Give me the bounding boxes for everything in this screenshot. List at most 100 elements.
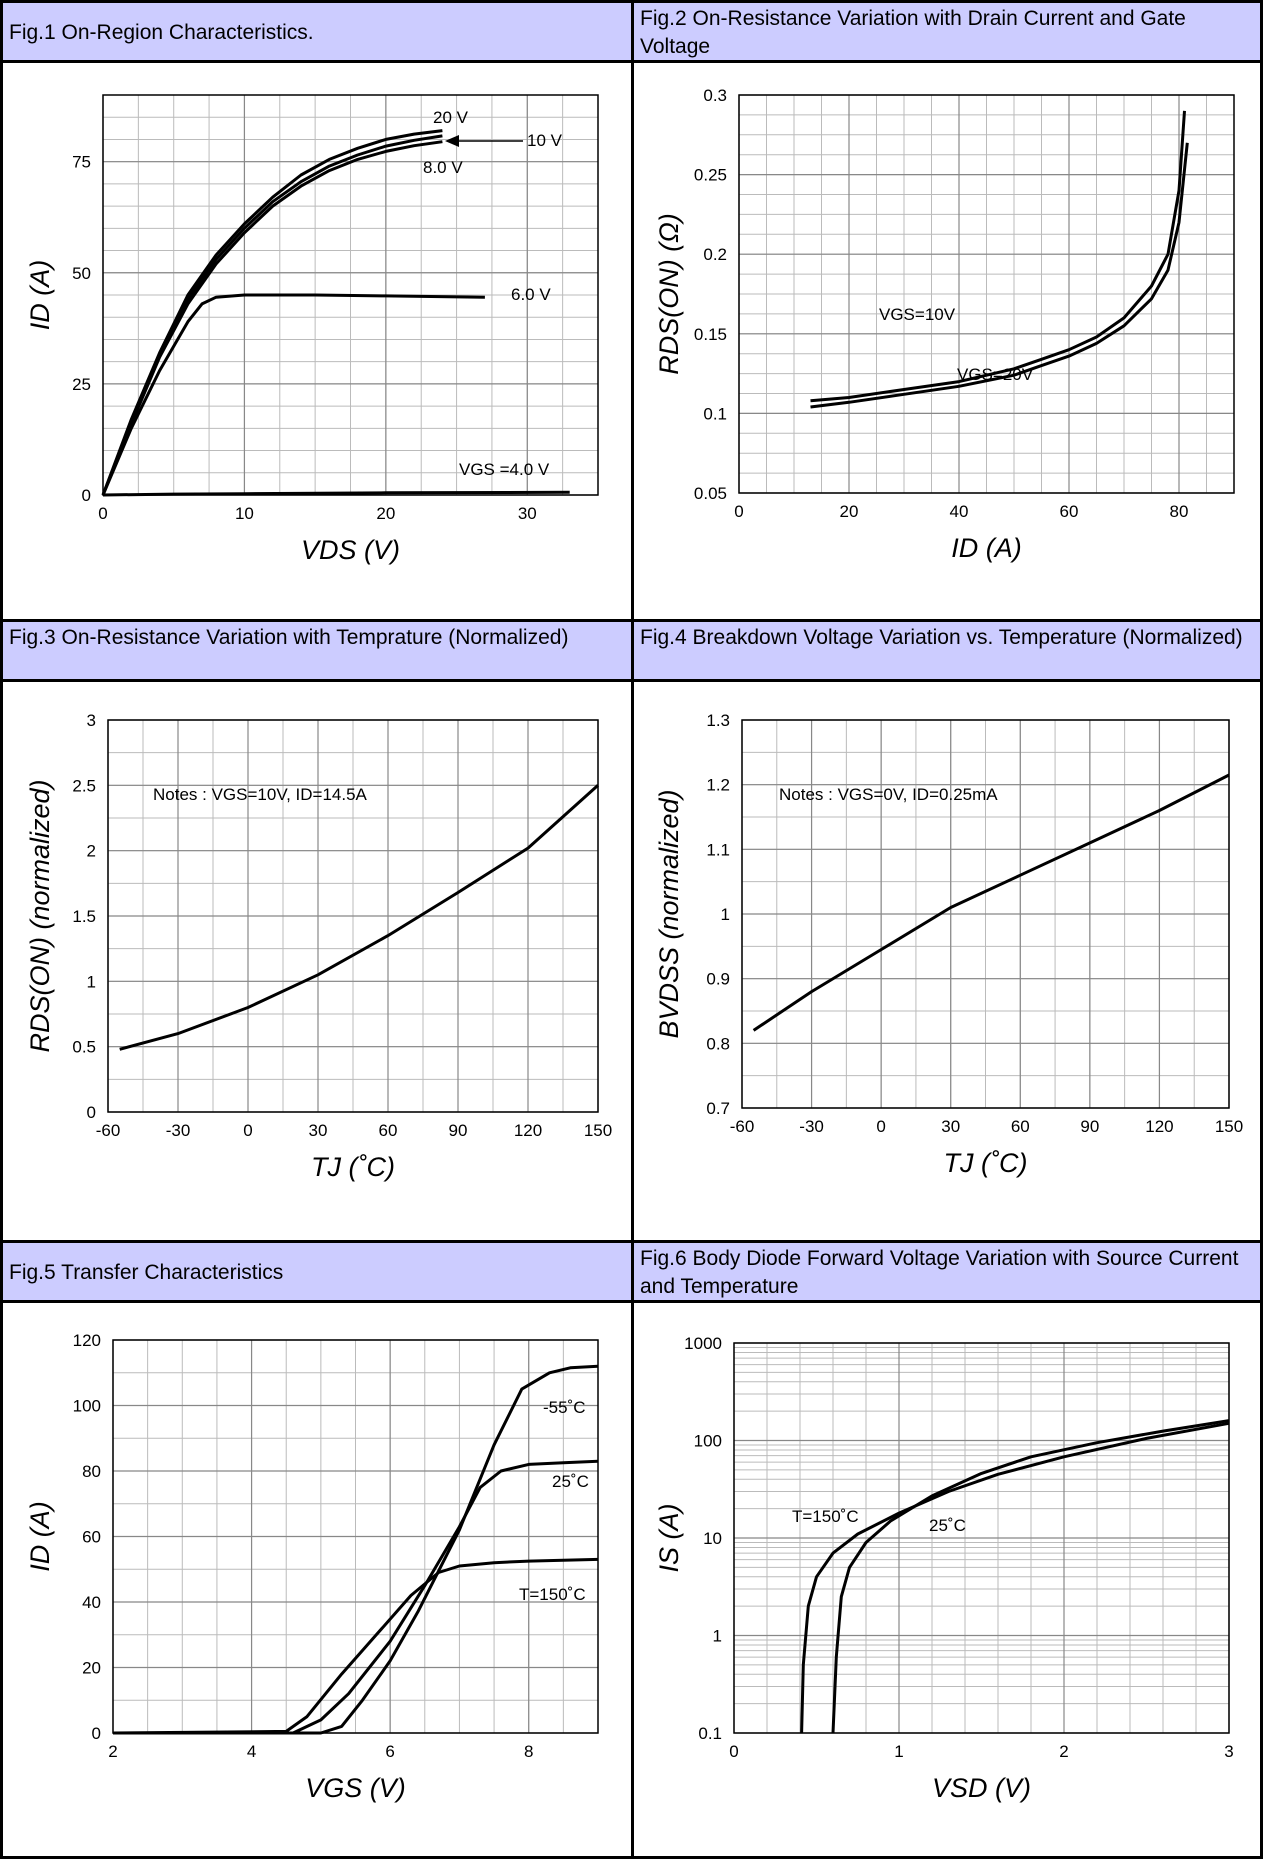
- x-axis-label: TJ (˚C): [944, 1148, 1028, 1178]
- x-tick-label: 60: [379, 1121, 398, 1140]
- annotation-label: Notes : VGS=0V, ID=0.25mA: [779, 785, 998, 804]
- plot-frame: [738, 94, 1235, 494]
- y-tick-label: 80: [82, 1462, 101, 1481]
- plot-frame: [107, 719, 599, 1113]
- x-tick-label: 60: [1060, 502, 1079, 521]
- x-axis-label: TJ (˚C): [311, 1152, 395, 1182]
- y-tick-label: 50: [72, 264, 91, 283]
- y-tick-label: 10: [703, 1529, 722, 1548]
- y-axis-label: ID (A): [25, 260, 55, 331]
- x-tick-label: 0: [876, 1117, 885, 1136]
- x-axis-label: VGS (V): [305, 1773, 406, 1803]
- series-line-0: [113, 1364, 599, 1735]
- annotation-label: 20 V: [433, 108, 469, 127]
- y-tick-label: 0.8: [706, 1034, 730, 1053]
- x-tick-label: 0: [98, 504, 107, 523]
- y-tick-label: 0: [82, 486, 91, 505]
- y-tick-label: 0.25: [694, 166, 727, 185]
- x-tick-label: 8: [524, 1742, 533, 1761]
- fig1-chart: 0 10 20 30 0 25 50 75 VDS (V) ID (A) 20 V 10 V 8.0 V…: [25, 94, 599, 565]
- y-tick-label: 1.2: [706, 776, 730, 795]
- y-tick-label: 3: [87, 711, 96, 730]
- y-tick-label: 0.1: [698, 1724, 722, 1743]
- y-tick-label: 0.5: [72, 1038, 96, 1057]
- y-tick-label: 1.5: [72, 907, 96, 926]
- plot-frame: [102, 94, 599, 496]
- y-tick-label: 1.3: [706, 711, 730, 730]
- fig4-title: Fig.4 Breakdown Voltage Variation vs. Te…: [634, 622, 1260, 682]
- annotation-label: Notes : VGS=10V, ID=14.5A: [153, 785, 368, 804]
- y-tick-label: 1.1: [706, 840, 730, 859]
- series-line-1: [101, 134, 443, 496]
- x-tick-label: -60: [730, 1117, 755, 1136]
- x-tick-label: 120: [514, 1121, 542, 1140]
- x-tick-label: 0: [729, 1742, 738, 1761]
- y-tick-label: 60: [82, 1528, 101, 1547]
- y-tick-label: 2.5: [72, 776, 96, 795]
- y-tick-label: 1: [721, 905, 730, 924]
- fig1-panel: Fig.1 On-Region Characteristics. 0 10 20 30…: [0, 0, 634, 622]
- x-axis-label: VSD (V): [932, 1773, 1031, 1803]
- x-tick-label: 80: [1170, 502, 1189, 521]
- y-tick-label: 1000: [684, 1334, 722, 1353]
- x-tick-label: 20: [376, 504, 395, 523]
- annotation-label: 10 V: [527, 131, 563, 150]
- y-axis-label: RDS(ON) (Ω): [654, 213, 684, 375]
- y-tick-label: 0.9: [706, 970, 730, 989]
- fig2-panel: Fig.2 On-Resistance Variation with Drain…: [631, 0, 1263, 622]
- x-tick-label: 0: [243, 1121, 252, 1140]
- x-tick-label: 40: [950, 502, 969, 521]
- fig4-panel: Fig.4 Breakdown Voltage Variation vs. Te…: [631, 619, 1263, 1243]
- x-tick-label: 150: [584, 1121, 612, 1140]
- annotation-label: 25˚C: [552, 1472, 589, 1491]
- x-tick-label: 60: [1011, 1117, 1030, 1136]
- y-tick-label: 75: [72, 153, 91, 172]
- series-line-1: [113, 1459, 599, 1735]
- fig4-chart: -60 -30 0 30 60 90 120 150 0.7 0.8 0.9 1 1.1 1.2 1.3 TJ…: [654, 711, 1243, 1178]
- x-tick-label: 30: [941, 1117, 960, 1136]
- x-tick-label: 0: [734, 502, 743, 521]
- x-tick-label: 3: [1224, 1742, 1233, 1761]
- y-tick-label: 0.05: [694, 484, 727, 503]
- series-line-0: [752, 773, 1230, 1032]
- annotation-label: T=150˚C: [792, 1507, 859, 1526]
- annotation-label: T=150˚C: [519, 1585, 586, 1604]
- x-tick-label: 1: [894, 1742, 903, 1761]
- annotation-label: 6.0 V: [511, 285, 551, 304]
- fig6-title: Fig.6 Body Diode Forward Voltage Variati…: [634, 1243, 1260, 1303]
- series-line-3: [101, 293, 485, 496]
- x-tick-label: 30: [309, 1121, 328, 1140]
- x-tick-label: 120: [1145, 1117, 1173, 1136]
- x-tick-label: -60: [96, 1121, 121, 1140]
- y-tick-label: 20: [82, 1659, 101, 1678]
- y-tick-label: 0: [92, 1724, 101, 1743]
- fig3-chart: -60 -30 0 30 60 90 120 150 0 0.5 1 1.5 2 2.5 3 TJ (˚C) R…: [25, 711, 612, 1182]
- x-tick-label: 90: [449, 1121, 468, 1140]
- x-axis-label: VDS (V): [301, 535, 400, 565]
- series-line-2: [112, 1557, 599, 1735]
- series-line-0: [101, 129, 443, 496]
- y-axis-label: BVDSS (normalized): [654, 789, 684, 1038]
- y-tick-label: 0.1: [703, 404, 727, 423]
- x-tick-label: 20: [840, 502, 859, 521]
- y-axis-label: ID (A): [25, 1501, 55, 1572]
- x-tick-label: 150: [1215, 1117, 1243, 1136]
- y-tick-label: 0.2: [703, 245, 727, 264]
- series-line-0: [810, 110, 1186, 403]
- series-line-2: [101, 140, 443, 496]
- annotation-label: VGS=10V: [879, 305, 956, 324]
- series-line-1: [831, 1419, 1230, 1734]
- y-tick-label: 25: [72, 375, 91, 394]
- y-tick-label: 0.3: [703, 86, 727, 105]
- y-tick-label: 2: [87, 842, 96, 861]
- fig5-title: Fig.5 Transfer Characteristics: [3, 1243, 631, 1303]
- series-line-1: [810, 142, 1189, 409]
- x-tick-label: -30: [166, 1121, 191, 1140]
- y-tick-label: 0.15: [694, 325, 727, 344]
- fig6-chart: 0 1 2 3 0.1 1 10 100 1000 VSD (V) IS (A) T=150˚C 25˚…: [654, 1334, 1234, 1803]
- x-tick-label: 30: [518, 504, 537, 523]
- fig3-panel: Fig.3 On-Resistance Variation with Tempr…: [0, 619, 634, 1243]
- y-axis-label: RDS(ON) (normalized): [25, 779, 55, 1052]
